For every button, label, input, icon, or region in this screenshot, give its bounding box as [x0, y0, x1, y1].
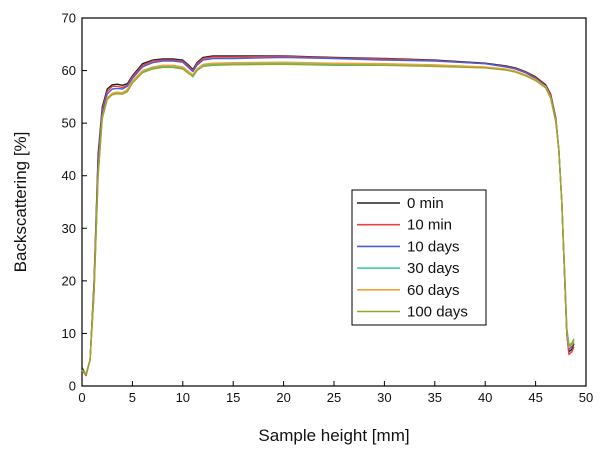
series-line-5: [81, 63, 575, 376]
x-tick-label: 50: [579, 390, 593, 405]
x-axis: 0 5 10 15 20 25 30 35 40 45 50: [78, 381, 593, 405]
legend-label-4: 60 days: [407, 282, 460, 299]
y-tick-label: 30: [62, 221, 76, 236]
y-tick-label: 20: [62, 273, 76, 288]
series-line-0: [81, 55, 575, 377]
series-line-3: [81, 62, 575, 375]
series-layer: [81, 55, 575, 377]
series-line-2: [81, 56, 575, 376]
x-tick-label: 10: [176, 390, 190, 405]
x-tick-label: 25: [327, 390, 341, 405]
legend: 0 min 10 min 10 days 30 days 60 days 100 days: [351, 189, 487, 326]
legend-label-5: 100 days: [407, 304, 468, 321]
series-line-4: [81, 61, 575, 376]
x-tick-label: 40: [478, 390, 492, 405]
y-tick-label: 60: [62, 63, 76, 78]
y-tick-label: 50: [62, 116, 76, 131]
x-axis-title: Sample height [mm]: [258, 426, 409, 445]
plot-area: [81, 17, 587, 387]
legend-label-0: 0 min: [407, 195, 444, 212]
x-tick-label: 15: [226, 390, 240, 405]
y-tick-label: 0: [69, 379, 76, 394]
legend-box: [351, 189, 487, 326]
legend-label-1: 10 min: [407, 217, 452, 234]
x-tick-label: 20: [276, 390, 290, 405]
x-tick-label: 30: [377, 390, 391, 405]
plot-frame: [81, 17, 587, 387]
y-tick-label: 40: [62, 168, 76, 183]
legend-label-2: 10 days: [407, 238, 460, 255]
y-tick-label: 10: [62, 326, 76, 341]
x-tick-label: 5: [129, 390, 136, 405]
x-tick-label: 0: [78, 390, 85, 405]
y-tick-label: 70: [62, 11, 76, 26]
x-tick-label: 45: [528, 390, 542, 405]
legend-label-3: 30 days: [407, 260, 460, 277]
y-axis-title: Backscattering [%]: [11, 132, 30, 273]
y-axis: 0 10 20 30 40 50 60 70: [62, 11, 87, 394]
x-tick-label: 35: [428, 390, 442, 405]
series-line-1: [81, 55, 575, 377]
